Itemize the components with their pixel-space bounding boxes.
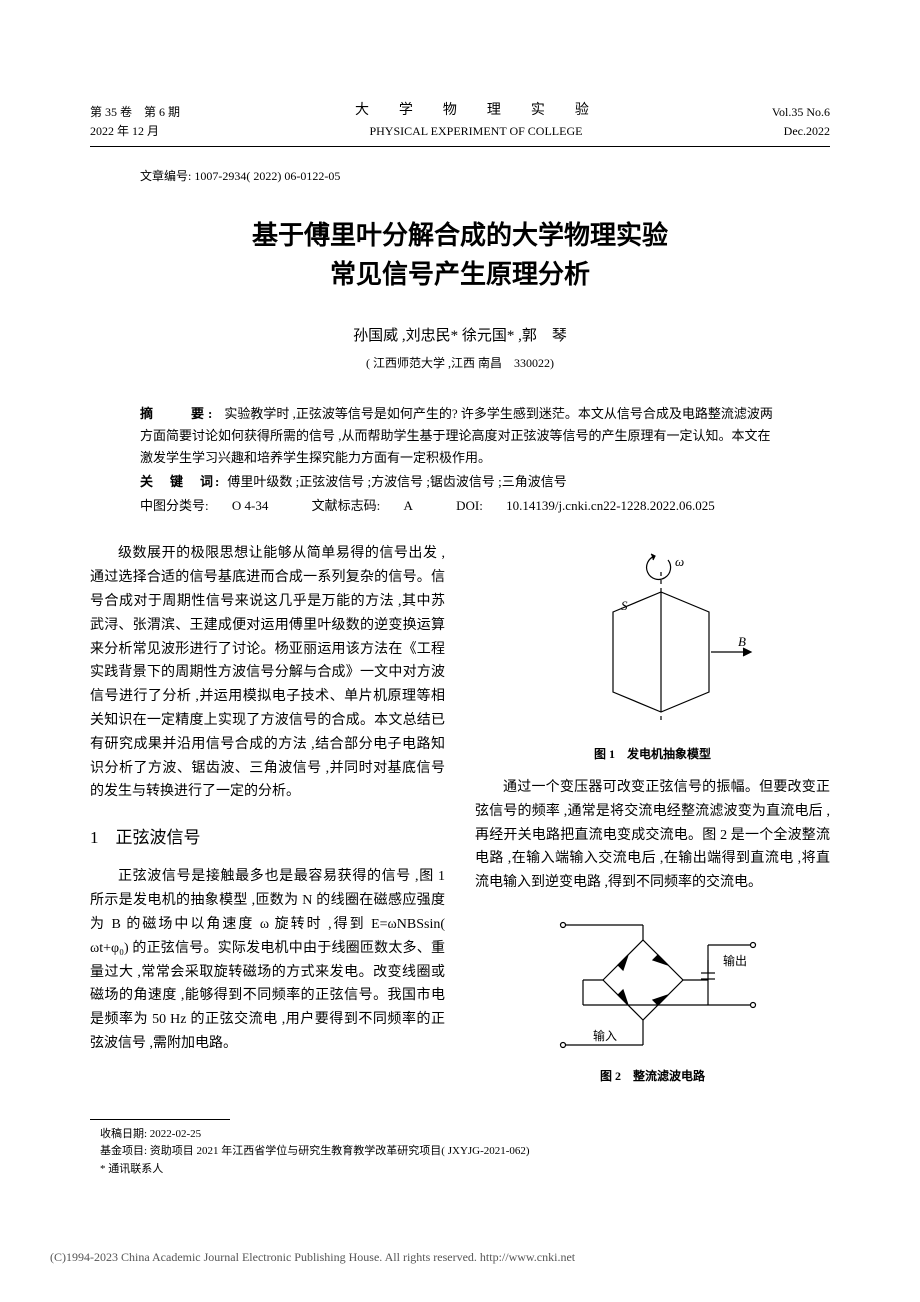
abstract-block: 摘 要:实验教学时 ,正弦波等信号是如何产生的? 许多学生感到迷茫。本文从信号合… bbox=[90, 403, 830, 517]
keywords-para: 关 键 词: 傅里叶级数 ;正弦波信号 ;方波信号 ;锯齿波信号 ;三角波信号 bbox=[140, 471, 780, 493]
vol-issue-cn: 第 35 卷 第 6 期 bbox=[90, 103, 180, 122]
doc-code-label: 文献标志码: bbox=[312, 498, 381, 513]
page-footer: (C)1994-2023 China Academic Journal Elec… bbox=[0, 1218, 920, 1277]
date-en: Dec.2022 bbox=[772, 122, 830, 141]
classification-line: 中图分类号: O 4-34 文献标志码: A DOI: 10.14139/j.c… bbox=[140, 495, 780, 517]
header-center: 大 学 物 理 实 验 PHYSICAL EXPERIMENT OF COLLE… bbox=[180, 100, 772, 142]
section-1-heading: 1 正弦波信号 bbox=[90, 824, 445, 851]
rectifier-circuit-svg: 输入 输出 bbox=[523, 905, 783, 1055]
doi-label: DOI: bbox=[456, 498, 483, 513]
abstract-label: 摘 要: bbox=[140, 406, 216, 421]
fig1-s-label: S bbox=[621, 598, 628, 613]
cls-pair: 中图分类号: O 4-34 bbox=[140, 498, 288, 513]
footnotes: 收稿日期: 2022-02-25 基金项目: 资助项目 2021 年江西省学位与… bbox=[100, 1126, 830, 1179]
title-line2: 常见信号产生原理分析 bbox=[90, 255, 830, 294]
body-columns: 级数展开的极限思想让能够从简单易得的信号出发 ,通过选择合适的信号基底进而合成一… bbox=[90, 542, 830, 1098]
doi-value: 10.14139/j.cnki.cn22-1228.2022.06.025 bbox=[506, 498, 715, 513]
journal-name-cn: 大 学 物 理 实 验 bbox=[180, 100, 772, 122]
footnote-received: 收稿日期: 2022-02-25 bbox=[100, 1126, 830, 1144]
doc-code-pair: 文献标志码: A bbox=[312, 498, 433, 513]
left-column: 级数展开的极限思想让能够从简单易得的信号出发 ,通过选择合适的信号基底进而合成一… bbox=[90, 542, 445, 1098]
fig1-omega-label: ω bbox=[675, 554, 684, 569]
keywords-label: 关 键 词: bbox=[140, 474, 221, 489]
keywords-text: 傅里叶级数 ;正弦波信号 ;方波信号 ;锯齿波信号 ;三角波信号 bbox=[227, 474, 566, 489]
right-column: ω S B 图 1 发电机抽象模型 通过一个变压器可改变正弦信号的振幅。但要改变… bbox=[475, 542, 830, 1098]
affiliation: ( 江西师范大学 ,江西 南昌 330022) bbox=[90, 354, 830, 373]
figure-2-caption: 图 2 整流滤波电路 bbox=[475, 1067, 830, 1086]
fig1-b-label: B bbox=[738, 634, 746, 649]
vol-issue-en: Vol.35 No.6 bbox=[772, 103, 830, 122]
footnote-fund: 基金项目: 资助项目 2021 年江西省学位与研究生教育教学改革研究项目( JX… bbox=[100, 1143, 830, 1161]
footnote-separator bbox=[90, 1119, 230, 1120]
article-title: 基于傅里叶分解合成的大学物理实验 常见信号产生原理分析 bbox=[90, 216, 830, 294]
cls-value: O 4-34 bbox=[232, 498, 268, 513]
title-line1: 基于傅里叶分解合成的大学物理实验 bbox=[90, 216, 830, 255]
intro-paragraph: 级数展开的极限思想让能够从简单易得的信号出发 ,通过选择合适的信号基底进而合成一… bbox=[90, 542, 445, 804]
authors: 孙国威 ,刘忠民* 徐元国* ,郭 琴 bbox=[90, 324, 830, 348]
section-1-paragraph: 正弦波信号是接触最多也是最容易获得的信号 ,图 1 所示是发电机的抽象模型 ,匝… bbox=[90, 865, 445, 1055]
generator-diagram-svg: ω S B bbox=[543, 552, 763, 732]
doc-code-value: A bbox=[403, 498, 412, 513]
page-container: 第 35 卷 第 6 期 2022 年 12 月 大 学 物 理 实 验 PHY… bbox=[0, 0, 920, 1218]
journal-header: 第 35 卷 第 6 期 2022 年 12 月 大 学 物 理 实 验 PHY… bbox=[90, 100, 830, 147]
footnote-corresp: * 通讯联系人 bbox=[100, 1161, 830, 1179]
journal-name-en: PHYSICAL EXPERIMENT OF COLLEGE bbox=[180, 122, 772, 141]
header-left: 第 35 卷 第 6 期 2022 年 12 月 bbox=[90, 103, 180, 141]
figure-2: 输入 输出 bbox=[475, 905, 830, 1063]
header-right: Vol.35 No.6 Dec.2022 bbox=[772, 103, 830, 141]
figure-1-caption: 图 1 发电机抽象模型 bbox=[475, 745, 830, 764]
article-id: 文章编号: 1007-2934( 2022) 06-0122-05 bbox=[140, 167, 830, 186]
date-cn: 2022 年 12 月 bbox=[90, 122, 180, 141]
doi-pair: DOI: 10.14139/j.cnki.cn22-1228.2022.06.0… bbox=[456, 498, 735, 513]
cls-label: 中图分类号: bbox=[140, 498, 209, 513]
abstract-para: 摘 要:实验教学时 ,正弦波等信号是如何产生的? 许多学生感到迷茫。本文从信号合… bbox=[140, 403, 780, 469]
fig2-output-label: 输出 bbox=[723, 953, 747, 968]
figure-1: ω S B bbox=[475, 552, 830, 740]
abstract-text: 实验教学时 ,正弦波等信号是如何产生的? 许多学生感到迷茫。本文从信号合成及电路… bbox=[140, 406, 773, 465]
fig2-input-label: 输入 bbox=[593, 1028, 617, 1043]
column-2-paragraph: 通过一个变压器可改变正弦信号的振幅。但要改变正弦信号的频率 ,通常是将交流电经整… bbox=[475, 776, 830, 895]
